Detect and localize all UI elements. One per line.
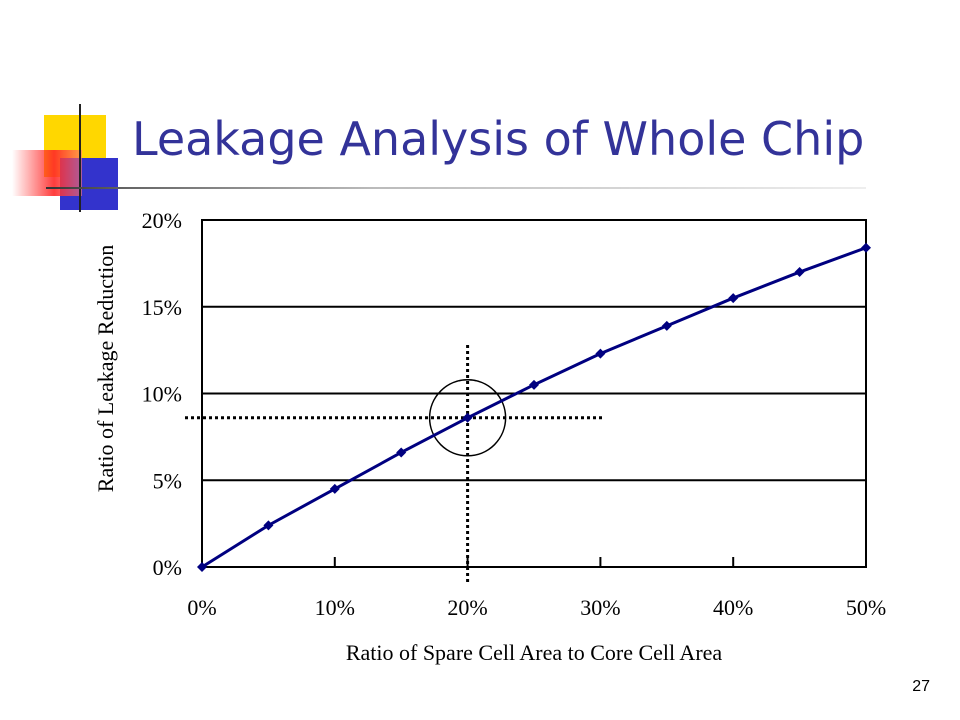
annotation-circle	[428, 379, 507, 457]
y-tick-label: 15%	[142, 295, 182, 320]
x-tick-labels: 0% 10% 20% 30% 40% 50%	[187, 595, 886, 620]
x-tick-label: 20%	[447, 595, 487, 620]
data-point	[595, 348, 606, 359]
plot-area-frame	[201, 219, 867, 568]
page-number: 27	[912, 678, 930, 695]
y-axis-title: Ratio of Leakage Reduction	[93, 245, 118, 492]
series-line	[201, 246, 867, 569]
data-point	[396, 447, 407, 458]
x-tick-marks	[201, 557, 867, 567]
data-point	[329, 483, 340, 494]
slide-title: Leakage Analysis of Whole Chip	[132, 112, 865, 166]
data-point	[728, 293, 739, 304]
y-tick-label: 10%	[142, 382, 182, 407]
data-point	[197, 562, 207, 572]
data-point	[263, 520, 274, 531]
x-tick-label: 50%	[846, 595, 886, 620]
x-tick-label: 10%	[315, 595, 355, 620]
x-tick-label: 0%	[187, 595, 216, 620]
annotation	[185, 345, 603, 584]
grid-lines	[202, 305, 866, 482]
data-point	[861, 242, 871, 253]
x-axis-title: Ratio of Spare Cell Area to Core Cell Ar…	[346, 640, 723, 665]
data-point	[661, 320, 672, 331]
x-tick-label: 30%	[580, 595, 620, 620]
data-point	[529, 379, 539, 390]
data-point	[794, 267, 805, 278]
title-underline	[46, 187, 866, 189]
data-point	[462, 412, 473, 423]
y-tick-label: 5%	[153, 468, 182, 493]
series-lines	[197, 242, 871, 572]
y-tick-label: 0%	[153, 555, 182, 580]
x-tick-label: 40%	[713, 595, 753, 620]
y-tick-labels: 0% 5% 10% 15% 20%	[142, 208, 182, 580]
decor-vertical-line	[79, 104, 81, 212]
y-tick-label: 20%	[142, 208, 182, 233]
